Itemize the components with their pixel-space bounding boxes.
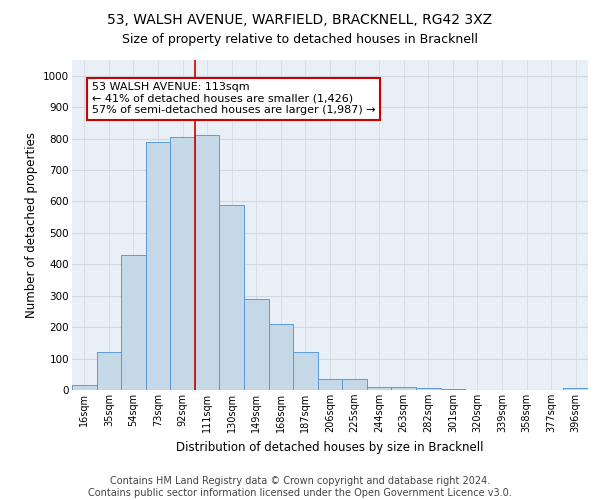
Bar [244, 299, 269, 390]
Text: Contains HM Land Registry data © Crown copyright and database right 2024.
Contai: Contains HM Land Registry data © Crown c… [88, 476, 512, 498]
Text: Size of property relative to detached houses in Bracknell: Size of property relative to detached ho… [122, 32, 478, 46]
Bar [97, 352, 121, 390]
Bar [440, 389, 465, 390]
Bar [293, 352, 318, 390]
Bar [269, 324, 293, 390]
Bar [318, 379, 342, 390]
Y-axis label: Number of detached properties: Number of detached properties [25, 132, 38, 318]
X-axis label: Distribution of detached houses by size in Bracknell: Distribution of detached houses by size … [176, 440, 484, 454]
Bar [170, 137, 195, 390]
Bar [416, 388, 440, 390]
Bar [391, 388, 416, 390]
Bar [146, 142, 170, 390]
Bar [220, 204, 244, 390]
Text: 53 WALSH AVENUE: 113sqm
← 41% of detached houses are smaller (1,426)
57% of semi: 53 WALSH AVENUE: 113sqm ← 41% of detache… [92, 82, 375, 115]
Bar [342, 379, 367, 390]
Bar [195, 136, 220, 390]
Bar [367, 387, 391, 390]
Bar [72, 386, 97, 390]
Text: 53, WALSH AVENUE, WARFIELD, BRACKNELL, RG42 3XZ: 53, WALSH AVENUE, WARFIELD, BRACKNELL, R… [107, 12, 493, 26]
Bar [121, 255, 146, 390]
Bar [563, 388, 588, 390]
